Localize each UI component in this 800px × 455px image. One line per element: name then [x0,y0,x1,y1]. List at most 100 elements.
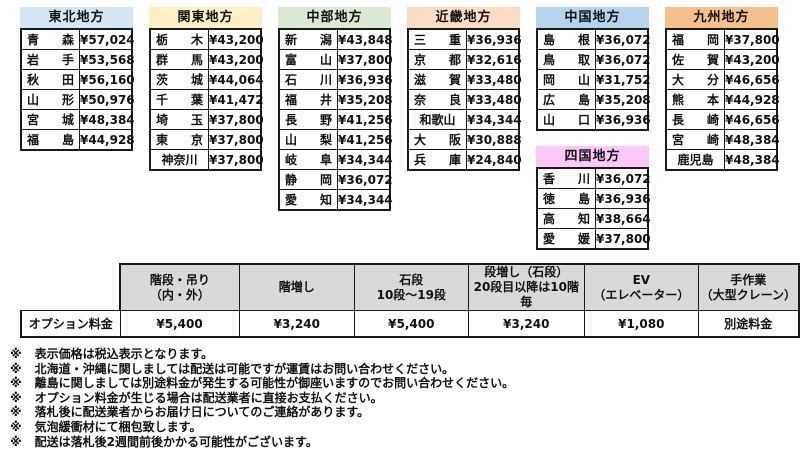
price-value: ¥37,800 [337,49,393,70]
table-row: 山形 ¥50,976 [20,89,135,110]
prefecture-name-cell: 長野 [278,109,338,130]
prefecture-name-cell: 茨城 [149,69,209,90]
prefecture-name-cell: 長崎 [665,109,725,130]
region-column: 関東地方栃木 ¥43,200 群馬 ¥43,200 茨城 ¥44,064 千葉 ¥41,472… [149,7,264,250]
prefecture-name: 佐賀 [672,53,719,67]
region-title: 九州地方 [665,7,778,28]
prefecture-name-cell: 熊本 [665,89,725,110]
price-value: ¥36,072 [337,169,393,190]
table-row: 長崎 ¥46,656 [665,109,780,130]
price-value: ¥36,936 [466,28,522,50]
option-fee-value: 別途料金 [697,310,800,338]
prefecture-name: 京都 [414,53,461,67]
prefecture-name-cell: 京都 [407,49,467,70]
table-row: 佐賀 ¥43,200 [665,49,780,70]
price-value: ¥36,936 [595,109,651,131]
prefecture-name: 三重 [414,33,461,47]
region-title: 近畿地方 [407,7,520,28]
price-value: ¥44,928 [724,89,780,110]
note-marker: ※ [10,405,22,420]
note-text: 配送は落札後2週間前後かかる可能性がございます。 [34,434,318,449]
prefecture-price-table: 青森 ¥57,024 岩手 ¥53,568 秋田 ¥56,160 山形 ¥50,976 宮城 ¥4… [20,28,135,151]
prefecture-price-table: 香川 ¥36,072 徳島 ¥36,936 高知 ¥38,664 愛媛 ¥37,800 [536,167,651,250]
prefecture-name: 神奈川 [161,153,198,167]
prefecture-name: 群馬 [156,53,203,67]
table-row: 岡山 ¥31,752 [536,69,651,90]
prefecture-name: 鳥取 [543,53,590,67]
price-value: ¥35,208 [337,89,393,110]
option-fee-value: ¥5,400 [119,310,240,338]
table-row: 長野 ¥41,256 [278,109,393,130]
prefecture-name: 香川 [543,172,590,186]
table-row: 埼玉 ¥37,800 [149,109,264,130]
prefecture-price-table: 島根 ¥36,072 鳥取 ¥36,072 岡山 ¥31,752 広島 ¥35,208 山口 ¥3… [536,28,651,131]
note-item: ※ 表示価格は税込表示となります。 [10,347,800,362]
price-value: ¥41,472 [208,89,264,110]
prefecture-price-table: 福岡 ¥37,800 佐賀 ¥43,200 大分 ¥46,656 熊本 ¥44,928 長崎 ¥4… [665,28,780,171]
note-marker: ※ [10,376,22,391]
price-value: ¥36,072 [595,49,651,70]
corner-cell [21,264,120,311]
region-title: 四国地方 [536,146,649,167]
prefecture-price-table: 新潟 ¥43,848 富山 ¥37,800 石川 ¥36,936 福井 ¥35,208 長野 ¥4… [278,28,393,211]
price-value: ¥57,024 [79,28,135,50]
prefecture-name: 茨城 [156,73,203,87]
table-row: 千葉 ¥41,472 [149,89,264,110]
note-item: ※ 配送は落札後2週間前後かかる可能性がございます。 [10,435,800,450]
table-row: 福島 ¥44,928 [20,129,135,151]
table-row: 宮城 ¥48,384 [20,109,135,130]
price-value: ¥37,800 [724,28,780,50]
prefecture-name: 福岡 [672,33,719,47]
notes: ※ 表示価格は税込表示となります。 ※ 北海道・沖縄に関しましては配送は可能ですが運賃… [10,347,800,449]
prefecture-name: 和歌山 [419,113,456,127]
price-value: ¥35,208 [595,89,651,110]
price-value: ¥33,480 [466,89,522,110]
prefecture-name: 新潟 [285,33,332,47]
prefecture-name-cell: 三重 [407,28,467,50]
table-row: 大分 ¥46,656 [665,69,780,90]
prefecture-name-cell: 佐賀 [665,49,725,70]
prefecture-name: 広島 [543,93,590,107]
price-value: ¥30,888 [466,129,522,150]
note-marker: ※ [10,361,22,376]
price-value: ¥32,616 [466,49,522,70]
region-table-kanto: 関東地方栃木 ¥43,200 群馬 ¥43,200 茨城 ¥44,064 千葉 ¥41,472… [149,7,264,171]
region-table-tohoku: 東北地方青森 ¥57,024 岩手 ¥53,568 秋田 ¥56,160 山形 ¥50,976… [20,7,135,151]
prefecture-name: 石川 [285,73,332,87]
note-item: ※ 離島に関しましては別途料金が発生する可能性が御座いますのでお問い合わせください… [10,376,800,391]
region-table-kinki: 近畿地方三重 ¥36,936 京都 ¥32,616 滋賀 ¥33,480 奈良 ¥33,480… [407,7,522,171]
table-row: 福井 ¥35,208 [278,89,393,110]
table-row: 香川 ¥36,072 [536,167,651,189]
price-value: ¥44,064 [208,69,264,90]
note-text: 表示価格は税込表示となります。 [34,347,214,361]
prefecture-name-cell: 大分 [665,69,725,90]
prefecture-name: 岐阜 [285,153,332,167]
table-row: 山口 ¥36,936 [536,109,651,131]
region-column: 中部地方新潟 ¥43,848 富山 ¥37,800 石川 ¥36,936 福井 ¥35,208… [278,7,393,250]
note-item: ※ 落札後に配送業者からお届け日についてのご連絡があります。 [10,405,800,420]
price-value: ¥41,256 [337,129,393,150]
prefecture-name: 長野 [285,113,332,127]
price-value: ¥34,344 [337,149,393,170]
table-row: 鹿児島 ¥48,384 [665,149,780,171]
prefecture-name-cell: 奈良 [407,89,467,110]
prefecture-name-cell: 福井 [278,89,338,110]
prefecture-price-table: 三重 ¥36,936 京都 ¥32,616 滋賀 ¥33,480 奈良 ¥33,480 和歌山 ¥… [407,28,522,171]
table-row: 広島 ¥35,208 [536,89,651,110]
option-row-label: オプション料金 [19,310,121,338]
price-value: ¥56,160 [79,69,135,90]
price-value: ¥48,384 [724,149,780,171]
region-column: 東北地方青森 ¥57,024 岩手 ¥53,568 秋田 ¥56,160 山形 ¥50,976… [20,7,135,250]
price-value: ¥37,800 [208,109,264,130]
price-value: ¥43,200 [208,28,264,50]
prefecture-name-cell: 岡山 [536,69,596,90]
region-title: 関東地方 [149,7,262,28]
prefecture-name-cell: 宮崎 [665,129,725,150]
option-fee-value: ¥1,080 [584,310,699,338]
prefecture-name-cell: 鳥取 [536,49,596,70]
prefecture-name: 滋賀 [414,73,461,87]
price-value: ¥31,752 [595,69,651,90]
shipping-price-sheet: 東北地方青森 ¥57,024 岩手 ¥53,568 秋田 ¥56,160 山形 ¥50,976… [0,7,800,455]
prefecture-name-cell: 山口 [536,109,596,131]
prefecture-name-cell: 群馬 [149,49,209,70]
